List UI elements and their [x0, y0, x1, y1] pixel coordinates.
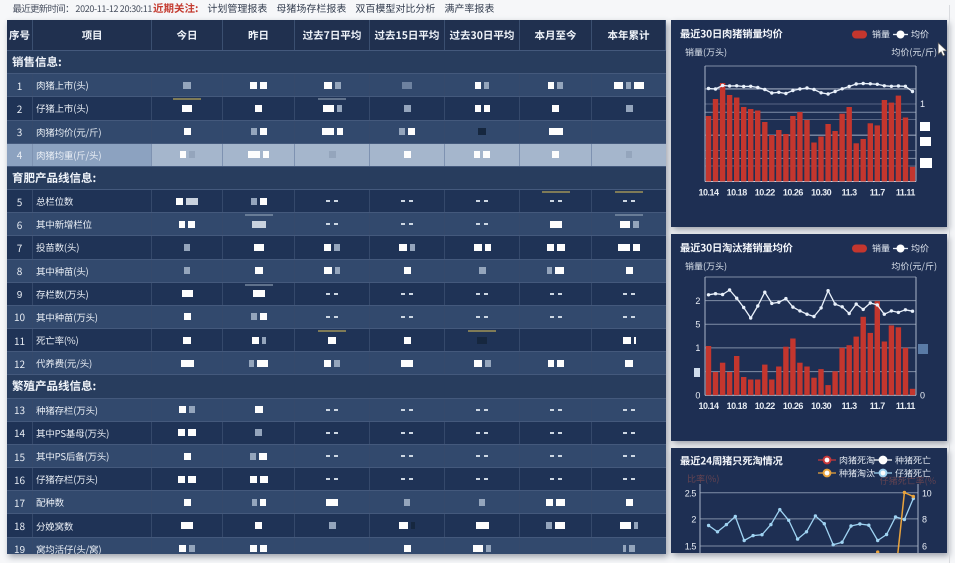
svg-text:最近30日肉猪销量均价: 最近30日肉猪销量均价 — [680, 26, 784, 41]
svg-text:11.7: 11.7 — [870, 401, 886, 411]
svg-text:11.11: 11.11 — [896, 188, 916, 198]
svg-text:8: 8 — [922, 514, 927, 524]
svg-text:10.14: 10.14 — [698, 188, 719, 198]
svg-text:0: 0 — [920, 391, 925, 401]
svg-text:销量(万头): 销量(万头) — [685, 260, 727, 273]
svg-text:10.18: 10.18 — [727, 188, 748, 198]
svg-text:均价(元/斤): 均价(元/斤) — [891, 260, 937, 273]
svg-text:6: 6 — [922, 542, 927, 552]
svg-text:销量(万头): 销量(万头) — [685, 46, 727, 59]
svg-text:10: 10 — [922, 488, 932, 498]
svg-text:10.14: 10.14 — [698, 401, 719, 411]
svg-text:均价: 均价 — [911, 242, 929, 255]
svg-text:仔猪死亡: 仔猪死亡 — [895, 467, 931, 480]
svg-text:11.3: 11.3 — [842, 188, 858, 198]
svg-text:比率(%): 比率(%) — [687, 472, 719, 485]
svg-text:均价: 均价 — [911, 28, 929, 41]
svg-text:11.11: 11.11 — [896, 401, 916, 411]
svg-text:1: 1 — [920, 99, 925, 109]
svg-text:最近24周猪只死淘情况: 最近24周猪只死淘情况 — [680, 453, 784, 468]
svg-text:10.30: 10.30 — [811, 188, 832, 198]
svg-text:0: 0 — [695, 391, 700, 401]
svg-text:10.22: 10.22 — [755, 188, 776, 198]
svg-text:11.3: 11.3 — [842, 401, 858, 411]
svg-text:均价(元/斤): 均价(元/斤) — [891, 46, 937, 59]
svg-text:10.22: 10.22 — [755, 401, 776, 411]
svg-text:10.18: 10.18 — [727, 401, 748, 411]
svg-text:5: 5 — [695, 320, 700, 330]
svg-text:2: 2 — [695, 296, 700, 306]
svg-text:种猪死亡: 种猪死亡 — [895, 454, 931, 467]
svg-text:1: 1 — [695, 343, 700, 353]
svg-text:最近30日淘汰猪销量均价: 最近30日淘汰猪销量均价 — [680, 240, 794, 255]
svg-text:10.26: 10.26 — [783, 188, 804, 198]
svg-text:种猪淘汰: 种猪淘汰 — [839, 467, 875, 480]
svg-text:仔猪死亡率(%: 仔猪死亡率(% — [880, 474, 936, 487]
svg-text:11.7: 11.7 — [870, 188, 886, 198]
svg-text:2.5: 2.5 — [685, 488, 697, 498]
svg-text:10.30: 10.30 — [811, 401, 832, 411]
svg-text:10.26: 10.26 — [783, 401, 804, 411]
svg-text:销量: 销量 — [872, 242, 890, 255]
svg-text:肉猪死淘: 肉猪死淘 — [839, 454, 875, 467]
svg-text:销量: 销量 — [872, 28, 890, 41]
svg-text:1.5: 1.5 — [685, 542, 697, 552]
svg-text:2: 2 — [691, 514, 696, 524]
